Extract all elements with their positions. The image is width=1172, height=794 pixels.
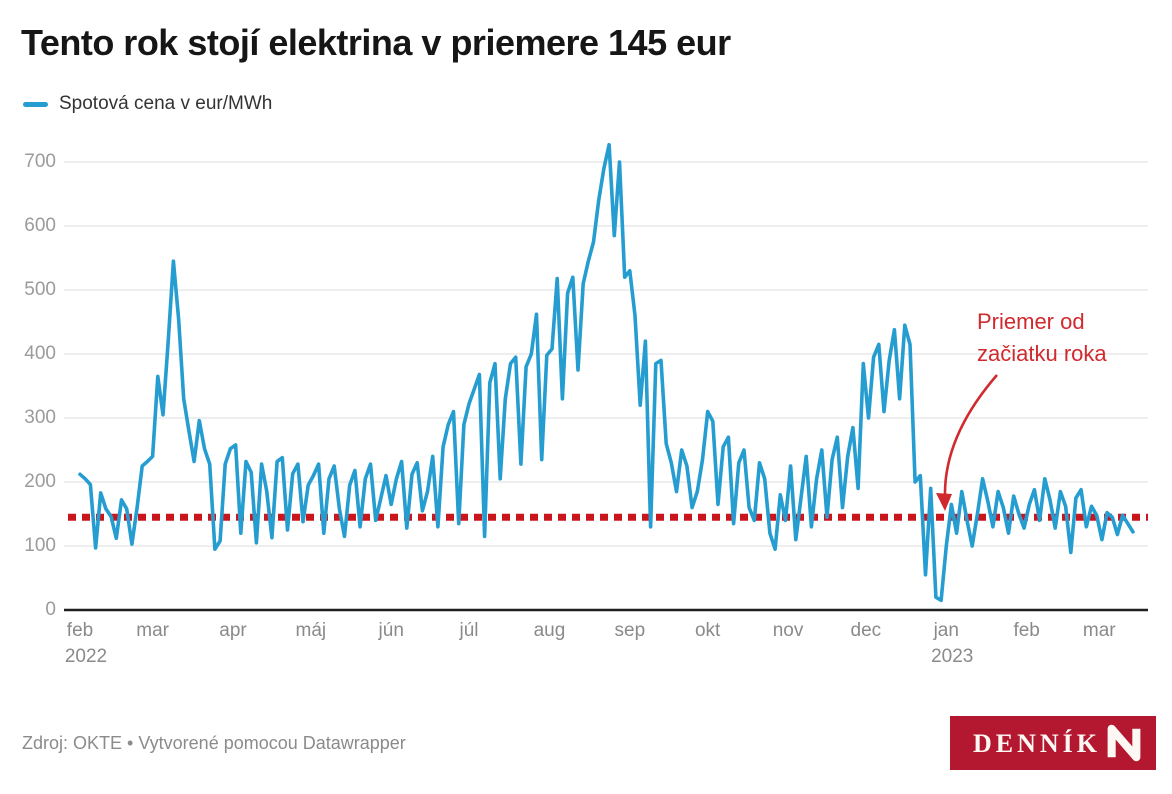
page-title: Tento rok stojí elektrina v priemere 145… <box>21 22 731 63</box>
x-tick-label: mar <box>1082 620 1116 641</box>
y-tick-label: 300 <box>24 407 56 428</box>
dennik-n-logo: DENNÍK <box>950 716 1156 770</box>
annotation-line-1: Priemer od <box>977 309 1085 334</box>
annotation-arrowhead <box>936 493 952 511</box>
x-tick-label: dec <box>850 620 882 641</box>
x-tick-label: júl <box>459 620 479 641</box>
x-tick-label: apr <box>219 620 247 641</box>
annotation-line-2: začiatku roka <box>977 341 1107 366</box>
year-label: 2022 <box>64 646 108 667</box>
dennik-brand-text: DENNÍK <box>973 729 1102 758</box>
x-tick-label: nov <box>772 620 804 641</box>
spot-price-line <box>78 142 1135 603</box>
legend-label: Spotová cena v eur/MWh <box>59 93 273 114</box>
x-tick-label: máj <box>295 620 327 641</box>
year-label: 2023 <box>931 646 974 667</box>
annotation-text: Priemer od začiatku roka <box>977 306 1107 370</box>
legend-line-swatch <box>23 101 48 107</box>
legend: Spotová cena v eur/MWh <box>23 93 272 115</box>
x-tick-label: jan <box>933 620 959 641</box>
annotation-arrow <box>943 374 998 497</box>
x-tick-label: aug <box>533 620 566 641</box>
y-tick-label: 500 <box>24 279 56 300</box>
y-tick-label: 400 <box>24 343 56 364</box>
y-tick-label: 700 <box>24 151 56 172</box>
dennik-n-icon <box>1107 724 1141 762</box>
y-tick-label: 200 <box>24 471 56 492</box>
x-tick-label: okt <box>694 620 721 641</box>
y-tick-label: 600 <box>24 215 56 236</box>
x-tick-label: feb <box>1013 620 1040 641</box>
x-tick-label: sep <box>614 620 646 641</box>
y-tick-label: 0 <box>45 599 56 620</box>
x-tick-label: jún <box>378 620 404 641</box>
source-text: Zdroj: OKTE • Vytvorené pomocou Datawrap… <box>22 733 406 753</box>
x-tick-label: mar <box>136 620 169 641</box>
x-tick-label: feb <box>66 620 94 641</box>
y-tick-label: 100 <box>24 535 56 556</box>
